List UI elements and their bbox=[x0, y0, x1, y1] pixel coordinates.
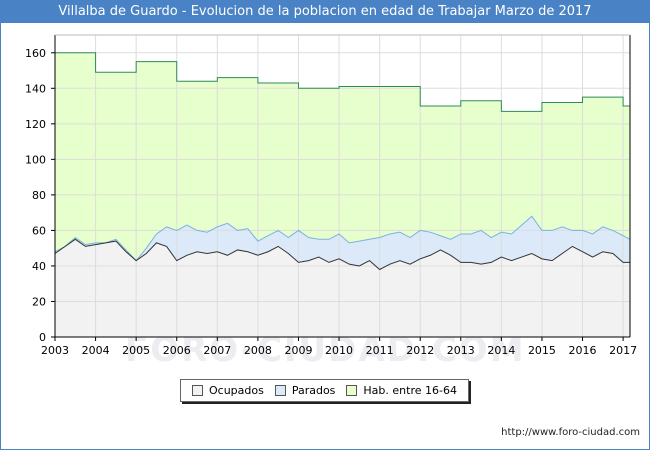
x-tick-label: 2011 bbox=[366, 344, 394, 357]
legend-label-hab: Hab. entre 16-64 bbox=[363, 384, 457, 397]
x-tick-label: 2009 bbox=[284, 344, 312, 357]
legend-label-ocupados: Ocupados bbox=[208, 384, 264, 397]
x-tick-label: 2008 bbox=[244, 344, 272, 357]
line-parados bbox=[54, 215, 631, 262]
legend-swatch-ocupados bbox=[191, 385, 203, 396]
x-tick-label: 2003 bbox=[41, 344, 69, 357]
x-tick-label: 2016 bbox=[569, 344, 597, 357]
y-tick-label: 20 bbox=[32, 295, 46, 308]
y-tick-label: 0 bbox=[39, 331, 46, 344]
y-tick-label: 120 bbox=[25, 118, 46, 131]
x-tick-label: 2004 bbox=[82, 344, 110, 357]
y-tick-label: 60 bbox=[32, 224, 46, 237]
y-tick-label: 100 bbox=[25, 153, 46, 166]
x-tick-label: 2005 bbox=[122, 344, 150, 357]
y-tick-label: 140 bbox=[25, 82, 46, 95]
x-tick-label: 2012 bbox=[406, 344, 434, 357]
chart-legend: Ocupados Parados Hab. entre 16-64 bbox=[180, 379, 469, 402]
x-tick-label: 2006 bbox=[163, 344, 191, 357]
legend-item-parados: Parados bbox=[274, 384, 336, 397]
x-tick-label: 2017 bbox=[609, 344, 637, 357]
x-tick-label: 2007 bbox=[203, 344, 231, 357]
legend-swatch-parados bbox=[274, 385, 286, 396]
legend-label-parados: Parados bbox=[291, 384, 336, 397]
y-tick-label: 40 bbox=[32, 260, 46, 273]
y-tick-label: 80 bbox=[32, 189, 46, 202]
line-hab bbox=[55, 52, 630, 112]
legend-item-hab: Hab. entre 16-64 bbox=[346, 384, 457, 397]
legend-item-ocupados: Ocupados bbox=[191, 384, 264, 397]
chart-title: Villalba de Guardo - Evolucion de la pob… bbox=[1, 1, 649, 23]
footer-url[interactable]: http://www.foro-ciudad.com bbox=[501, 427, 640, 438]
x-tick-label: 2014 bbox=[487, 344, 515, 357]
x-tick-label: 2015 bbox=[528, 344, 556, 357]
y-tick-label: 160 bbox=[25, 47, 46, 60]
line-ocupados bbox=[54, 238, 630, 271]
x-tick-label: 2013 bbox=[447, 344, 475, 357]
legend-swatch-hab bbox=[346, 385, 358, 396]
x-tick-label: 2010 bbox=[325, 344, 353, 357]
